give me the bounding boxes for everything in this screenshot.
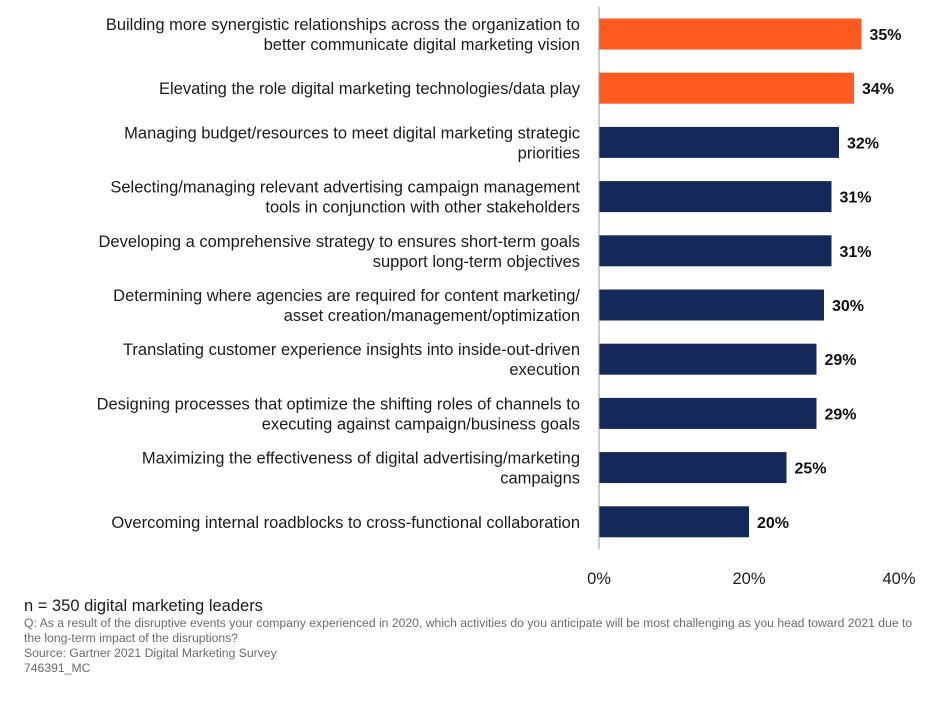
category-label-line: Overcoming internal roadblocks to cross-… <box>111 514 580 532</box>
bar <box>599 506 749 538</box>
category-label: Designing processes that optimize the sh… <box>97 395 580 433</box>
category-label-line: Building more synergistic relationships … <box>106 16 580 34</box>
category-label: Elevating the role digital marketing tec… <box>159 80 581 98</box>
bars-layer <box>599 18 862 538</box>
category-label: Building more synergistic relationships … <box>106 16 580 54</box>
x-axis-ticks: 0% 20% 40% <box>587 570 916 588</box>
data-label: 30% <box>832 298 864 315</box>
category-label-line: asset creation/management/optimization <box>284 307 580 325</box>
data-label: 32% <box>847 135 879 152</box>
category-label-line: Translating customer experience insights… <box>123 341 580 359</box>
data-label: 31% <box>840 244 872 261</box>
x-tick-label: 40% <box>882 570 915 588</box>
x-tick-label: 0% <box>587 570 611 588</box>
category-label-line: Designing processes that optimize the sh… <box>97 395 580 413</box>
category-label-line: support long-term objectives <box>373 253 580 271</box>
bar <box>599 18 862 50</box>
category-label: Overcoming internal roadblocks to cross-… <box>111 514 580 532</box>
category-label: Determining where agencies are required … <box>113 287 580 325</box>
bar <box>599 72 854 104</box>
category-labels: Building more synergistic relationships … <box>97 16 581 532</box>
source-note: Source: Gartner 2021 Digital Marketing S… <box>24 646 277 660</box>
bar <box>599 397 817 429</box>
survey-question: Q: As a result of the disruptive events … <box>24 616 913 645</box>
bar <box>599 126 839 158</box>
data-label: 35% <box>870 27 902 44</box>
category-label: Selecting/managing relevant advertising … <box>110 179 580 217</box>
category-label-line: Developing a comprehensive strategy to e… <box>99 233 581 251</box>
category-label-line: better communicate digital marketing vis… <box>264 36 580 54</box>
category-label-line: executing against campaign/business goal… <box>262 415 580 433</box>
bar <box>599 235 832 267</box>
data-labels: 35% 34% 32% 31% 31% 30% 29% 29% 25% 20% <box>757 27 902 532</box>
chart-id: 746391_MC <box>24 661 91 675</box>
data-label: 29% <box>825 406 857 423</box>
category-label: Managing budget/resources to meet digita… <box>124 124 580 162</box>
category-label-line: Elevating the role digital marketing tec… <box>159 80 581 98</box>
category-label: Developing a comprehensive strategy to e… <box>99 233 581 271</box>
data-label: 20% <box>757 515 789 532</box>
data-label: 31% <box>840 190 872 207</box>
sample-size-note: n = 350 digital marketing leaders <box>24 597 263 615</box>
category-label-line: Managing budget/resources to meet digita… <box>124 124 580 142</box>
category-label-line: priorities <box>518 144 580 162</box>
category-label: Maximizing the effectiveness of digital … <box>142 450 580 488</box>
category-label: Translating customer experience insights… <box>123 341 580 379</box>
bar <box>599 343 817 375</box>
category-label-line: Selecting/managing relevant advertising … <box>110 179 580 197</box>
bar <box>599 289 824 321</box>
category-label-line: Determining where agencies are required … <box>113 287 580 305</box>
category-label-line: Maximizing the effectiveness of digital … <box>142 450 580 468</box>
x-tick-label: 20% <box>732 570 765 588</box>
footnotes: n = 350 digital marketing leaders Q: As … <box>24 596 929 676</box>
bar-chart: Building more synergistic relationships … <box>97 6 916 588</box>
bar <box>599 181 832 213</box>
category-label-line: execution <box>509 361 580 379</box>
bar <box>599 452 787 484</box>
category-label-line: tools in conjunction with other stakehol… <box>265 199 580 217</box>
data-label: 25% <box>795 461 827 478</box>
data-label: 29% <box>825 352 857 369</box>
category-label-line: campaigns <box>500 470 580 488</box>
data-label: 34% <box>862 81 894 98</box>
